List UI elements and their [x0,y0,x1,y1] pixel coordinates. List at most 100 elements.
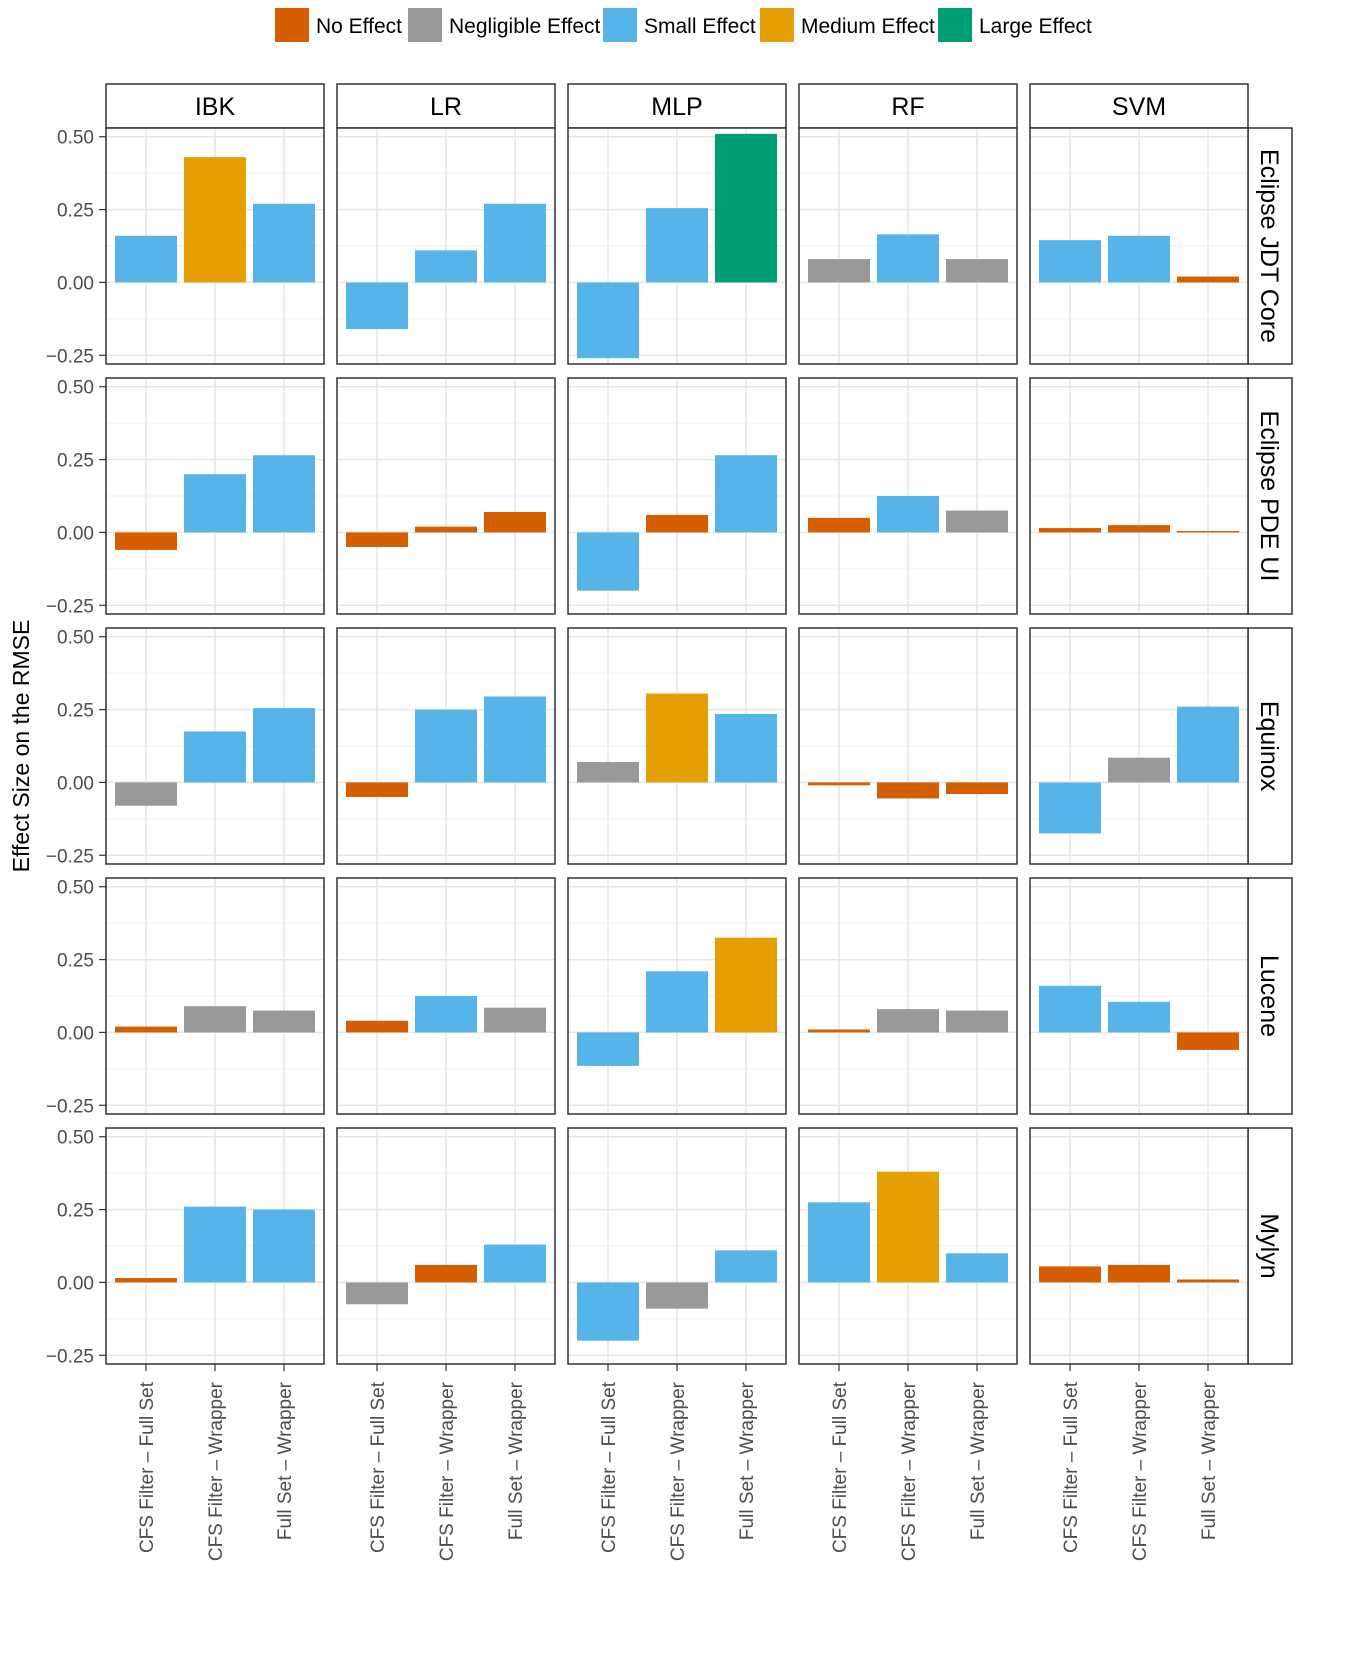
y-tick-label: 0.25 [57,201,94,222]
legend-swatch-no [275,8,309,42]
column-label-svm: SVM [1112,93,1166,121]
bar-rf-4-0 [808,1202,870,1283]
x-tick-label: CFS Filter – Full Set [1061,1381,1082,1553]
y-tick-label: 0.50 [57,128,94,149]
legend-swatch-small [603,8,637,42]
bar-lr-1-0 [346,532,408,547]
panel-border [798,877,1018,1115]
bar-svm-3-2 [1177,1032,1239,1050]
panel-border [336,377,556,615]
bar-ibk-4-1 [184,1206,246,1283]
bar-ibk-2-0 [115,782,177,806]
panel-border [798,627,1018,865]
row-strip-1 [1247,377,1293,615]
bar-lr-1-2 [484,512,546,533]
panel-border [336,627,556,865]
bar-ibk-3-1 [184,1006,246,1033]
row-label-3: Lucene [1255,955,1283,1037]
y-tick-label: 0.00 [57,773,94,794]
y-tick-label: 0.00 [57,523,94,544]
panel-border [1029,877,1249,1115]
bar-ibk-4-2 [253,1209,315,1283]
bar-lr-4-1 [415,1264,477,1283]
bar-lr-3-2 [484,1007,546,1033]
panel-border [336,877,556,1115]
bar-mlp-3-2 [715,937,777,1033]
bar-rf-3-1 [877,1009,939,1033]
panel-border [567,127,787,365]
bar-rf-1-1 [877,496,939,533]
bar-ibk-3-2 [253,1010,315,1033]
bar-rf-2-0 [808,782,870,786]
bar-svm-2-2 [1177,706,1239,783]
y-tick-label: 0.25 [57,701,94,722]
y-tick-label: −0.25 [46,596,94,617]
legend-label-medium: Medium Effect [801,15,935,38]
y-tick-label: 0.50 [57,1128,94,1149]
y-tick-label: 0.50 [57,628,94,649]
bar-rf-4-1 [877,1171,939,1283]
legend-swatch-medium [760,8,794,42]
row-strip-3 [1247,877,1293,1115]
bar-mlp-2-2 [715,713,777,783]
panel-border [1029,627,1249,865]
x-tick-label: Full Set – Wrapper [968,1381,989,1540]
x-tick-label: Full Set – Wrapper [1199,1381,1220,1540]
row-label-2: Equinox [1255,701,1283,792]
y-tick-label: −0.25 [46,346,94,367]
bar-mlp-2-1 [646,693,708,783]
x-tick-label: CFS Filter – Full Set [599,1381,620,1553]
bar-ibk-1-2 [253,455,315,533]
bar-svm-2-1 [1108,757,1170,783]
bar-ibk-4-0 [115,1278,177,1283]
bar-svm-3-1 [1108,1001,1170,1033]
bar-mlp-1-2 [715,455,777,533]
panel-border [105,627,325,865]
column-strip-lr [336,83,556,129]
column-strip-mlp [567,83,787,129]
x-tick-label: CFS Filter – Full Set [830,1381,851,1553]
column-label-lr: LR [430,93,462,121]
x-tick-label: Full Set – Wrapper [275,1381,296,1540]
bar-mlp-2-0 [577,762,639,783]
bar-mlp-0-1 [646,208,708,283]
row-strip-2 [1247,627,1293,865]
x-tick-label: CFS Filter – Wrapper [206,1381,227,1561]
bar-mlp-0-2 [715,133,777,283]
panel-border [798,127,1018,365]
bar-mlp-1-0 [577,532,639,591]
x-tick-label: Full Set – Wrapper [506,1381,527,1540]
bar-rf-2-1 [877,782,939,799]
y-tick-label: 0.25 [57,951,94,972]
panel-border [1029,377,1249,615]
row-label-0: Eclipse JDT Core [1255,149,1283,343]
bar-svm-0-1 [1108,235,1170,283]
bar-rf-0-1 [877,234,939,283]
column-label-mlp: MLP [651,93,702,121]
bar-svm-3-0 [1039,985,1101,1033]
bar-svm-1-1 [1108,525,1170,533]
x-tick-label: CFS Filter – Wrapper [668,1381,689,1561]
bar-lr-0-1 [415,250,477,283]
bar-rf-2-2 [946,782,1008,795]
panel-border [105,877,325,1115]
bar-lr-3-1 [415,996,477,1033]
y-tick-label: 0.50 [57,378,94,399]
bar-lr-1-1 [415,526,477,533]
bar-rf-1-0 [808,517,870,533]
y-axis-label: Effect Size on the RMSE [8,620,34,873]
bar-ibk-0-1 [184,157,246,283]
y-tick-label: 0.50 [57,878,94,899]
bar-lr-2-2 [484,696,546,783]
bar-svm-1-0 [1039,528,1101,533]
bar-rf-0-2 [946,259,1008,283]
y-tick-label: 0.00 [57,1023,94,1044]
bar-svm-0-0 [1039,240,1101,283]
x-tick-label: CFS Filter – Wrapper [437,1381,458,1561]
legend-label-small: Small Effect [644,15,756,38]
column-strip-rf [798,83,1018,129]
x-tick-label: CFS Filter – Full Set [137,1381,158,1553]
y-tick-label: −0.25 [46,1096,94,1117]
